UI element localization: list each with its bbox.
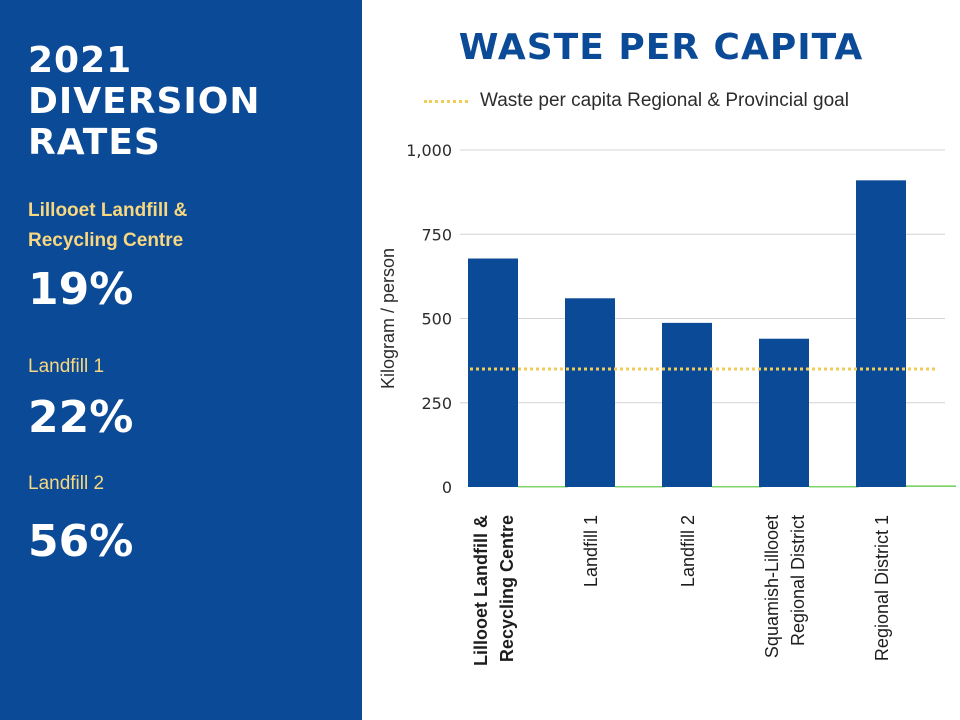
y-tick-label: 500 xyxy=(421,310,452,329)
facility-name-line2: Recycling Centre xyxy=(28,230,184,251)
bar-1 xyxy=(565,298,615,487)
secondary-bar-3 xyxy=(809,485,859,488)
chart-legend: Waste per capita Regional & Provincial g… xyxy=(424,88,849,114)
y-tick-label: 750 xyxy=(421,225,452,244)
rate-landfill-1: 22% xyxy=(28,392,134,443)
facility-name-landfill-1: Landfill 1 xyxy=(28,356,105,377)
panel-title-line2: DIVERSION xyxy=(28,81,261,122)
panel-title: 2021 DIVERSION RATES xyxy=(28,40,348,163)
bar-3 xyxy=(759,338,809,487)
y-tick-label: 1,000 xyxy=(406,141,452,160)
facility-name-landfill-2: Landfill 2 xyxy=(28,473,105,494)
facility-name-lillooet: Lillooet Landfill & Recycling Centre xyxy=(28,196,348,256)
panel-title-line3: RATES xyxy=(28,122,161,163)
y-tick-label: 0 xyxy=(442,478,452,497)
x-tick-label: Landfill 1 xyxy=(581,515,601,587)
secondary-bar-1 xyxy=(615,485,665,488)
secondary-bar-0 xyxy=(518,485,568,488)
x-tick-label: Landfill 2 xyxy=(678,515,698,587)
waste-per-capita-chart: 0 250 500 750 1,000 Kilogram / person Lillooet… xyxy=(378,141,956,666)
bar-2 xyxy=(662,322,712,487)
x-tick-label: Lillooet Landfill & xyxy=(471,515,491,666)
x-tick-label: Regional District 1 xyxy=(872,515,892,661)
bar-0 xyxy=(468,258,518,487)
x-tick-label: Recycling Centre xyxy=(497,515,517,662)
panel-title-year: 2021 xyxy=(28,40,133,81)
chart-title: WASTE PER CAPITA xyxy=(458,27,864,68)
goal-line-legend-label: Waste per capita Regional & Provincial g… xyxy=(480,90,849,111)
x-tick-label: Squamish-Lillooet xyxy=(762,515,782,658)
rate-lillooet: 19% xyxy=(28,264,134,315)
diversion-panel: 2021 DIVERSION RATES Lillooet Landfill &… xyxy=(0,0,362,720)
rate-landfill-2: 56% xyxy=(28,516,134,567)
y-axis-label: Kilogram / person xyxy=(378,248,398,389)
y-tick-label: 250 xyxy=(421,394,452,413)
bar-4 xyxy=(856,180,906,487)
x-tick-label: Regional District xyxy=(788,515,808,646)
secondary-bar-4 xyxy=(906,485,956,487)
facility-name-line1: Lillooet Landfill & xyxy=(28,200,188,221)
goal-line-legend-swatch xyxy=(424,99,468,103)
secondary-bar-2 xyxy=(712,485,762,488)
